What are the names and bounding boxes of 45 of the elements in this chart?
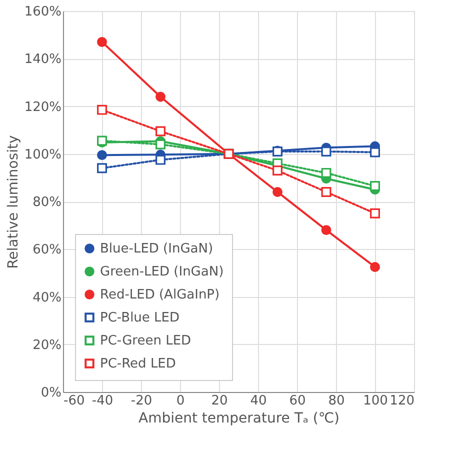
legend-label: Green-LED (InGaN) xyxy=(100,264,224,280)
y-axis-title: Relative luminosity xyxy=(5,135,22,269)
y-tick-label: 0% xyxy=(40,386,62,400)
point xyxy=(156,139,166,150)
point xyxy=(370,262,380,272)
point xyxy=(97,104,107,115)
y-tick-label: 80% xyxy=(32,195,62,210)
legend-label: Blue-LED (InGaN) xyxy=(100,242,214,256)
legend-label: PC-Red LED xyxy=(100,356,176,372)
point xyxy=(97,36,107,47)
point xyxy=(97,163,107,174)
x-axis-title: Ambient temperature Tₐ (℃) xyxy=(138,410,340,426)
x-tick-label: -60 xyxy=(64,394,85,408)
point xyxy=(321,168,332,178)
y-tick-label: 160% xyxy=(24,4,62,20)
point xyxy=(156,92,166,102)
x-tick-label: 20 xyxy=(211,394,228,408)
x-tick-label: 120 xyxy=(390,394,414,408)
point xyxy=(156,126,166,136)
point xyxy=(370,208,380,218)
x-tick-label: -20 xyxy=(130,394,152,408)
y-tick-label: 100% xyxy=(24,147,62,162)
legend-label: PC-Blue LED xyxy=(100,310,180,326)
x-tick-label: 100 xyxy=(363,394,388,408)
point xyxy=(272,166,282,176)
y-tick-label: 40% xyxy=(32,290,62,306)
y-tick-label: 140% xyxy=(24,52,62,68)
point xyxy=(272,187,282,197)
point xyxy=(321,225,332,236)
point xyxy=(97,150,107,160)
point xyxy=(156,154,166,165)
y-tick-label: 120% xyxy=(24,100,62,115)
point xyxy=(370,147,380,158)
point xyxy=(370,181,380,192)
point xyxy=(321,146,332,156)
x-tick-label: 40 xyxy=(250,394,267,408)
point xyxy=(321,186,332,197)
y-tick-label: 20% xyxy=(32,338,62,353)
x-tick-label: 60 xyxy=(289,394,306,408)
legend-label: PC-Green LED xyxy=(100,334,192,348)
x-tick-label: -40 xyxy=(92,394,114,408)
y-tick-label: 60% xyxy=(32,242,62,258)
x-tick-label: 0 xyxy=(176,394,185,408)
legend-label: Red-LED (AlGaInP) xyxy=(100,288,220,302)
x-tick-label: 80 xyxy=(328,394,345,408)
